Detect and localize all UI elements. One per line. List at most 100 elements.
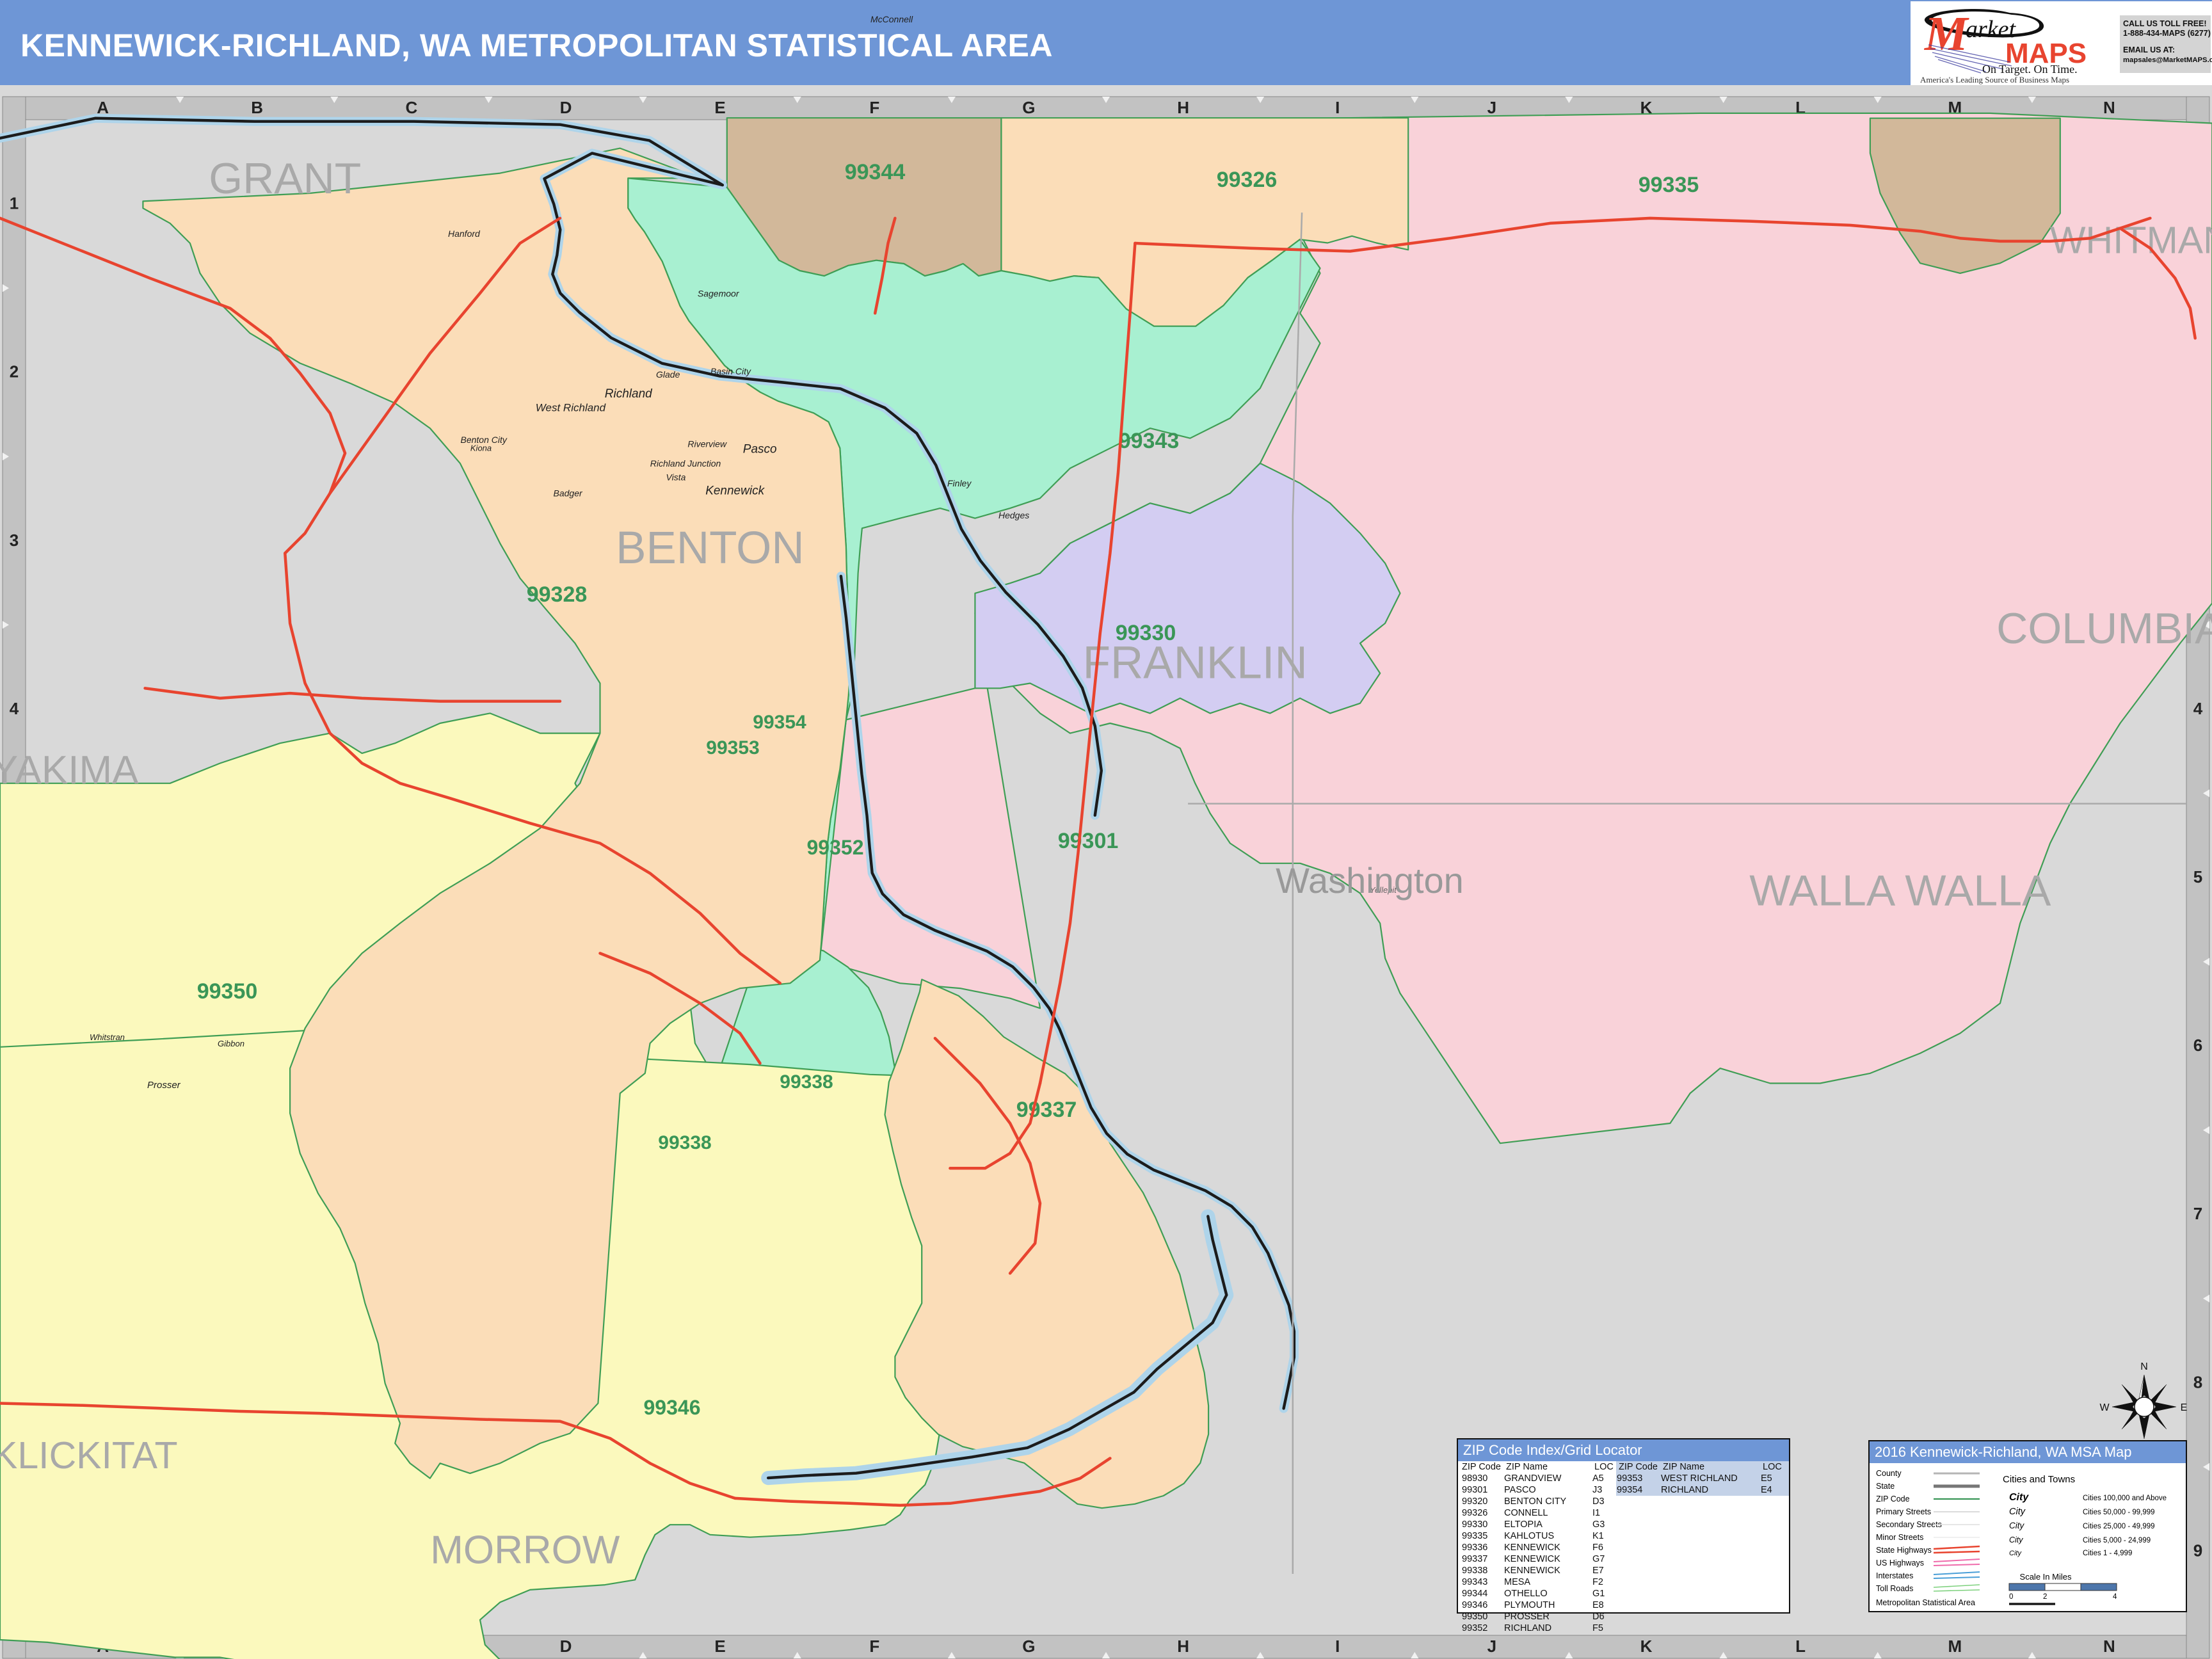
svg-text:B: B	[251, 98, 263, 117]
svg-text:4: 4	[2113, 1593, 2117, 1601]
svg-text:FRANKLIN: FRANKLIN	[1083, 638, 1308, 689]
svg-text:McConnell: McConnell	[870, 14, 913, 24]
svg-text:99337: 99337	[1016, 1098, 1077, 1122]
svg-text:N: N	[2140, 1361, 2148, 1372]
svg-text:City: City	[2009, 1492, 2029, 1503]
svg-text:GRANT: GRANT	[209, 154, 361, 203]
svg-text:N: N	[2103, 98, 2115, 117]
svg-text:Pasco: Pasco	[743, 443, 777, 456]
svg-text:Basin City: Basin City	[710, 366, 751, 376]
svg-text:H: H	[1177, 98, 1189, 117]
svg-text:BENTON: BENTON	[616, 523, 805, 573]
svg-text:Vista: Vista	[666, 472, 686, 483]
svg-text:Hanford: Hanford	[448, 228, 481, 239]
svg-text:G: G	[1022, 98, 1035, 117]
svg-text:Finley: Finley	[947, 478, 972, 488]
svg-text:County: County	[1876, 1469, 1902, 1478]
svg-text:M: M	[1948, 1637, 1962, 1656]
svg-text:99354: 99354	[753, 712, 806, 733]
svg-text:5: 5	[2193, 867, 2202, 886]
svg-text:E: E	[714, 1637, 725, 1656]
svg-text:State Highways: State Highways	[1876, 1546, 1932, 1555]
svg-text:4: 4	[10, 699, 19, 718]
svg-text:99301: 99301	[1058, 829, 1119, 853]
svg-text:99352: 99352	[807, 836, 864, 859]
svg-text:J: J	[1487, 1637, 1496, 1656]
svg-text:99335: 99335	[1639, 173, 1699, 197]
svg-text:Scale In Miles: Scale In Miles	[2020, 1572, 2072, 1582]
svg-text:2: 2	[10, 362, 19, 381]
svg-text:0: 0	[2009, 1593, 2013, 1601]
svg-text:State: State	[1876, 1482, 1895, 1491]
svg-text:3: 3	[10, 531, 19, 550]
svg-text:Interstates: Interstates	[1876, 1571, 1913, 1580]
svg-text:Richland Junction: Richland Junction	[650, 458, 721, 469]
svg-text:W: W	[2099, 1402, 2110, 1413]
svg-text:Cities 1 - 4,999: Cities 1 - 4,999	[2083, 1550, 2132, 1557]
svg-text:2: 2	[2043, 1593, 2047, 1601]
svg-text:Primary Streets: Primary Streets	[1876, 1507, 1931, 1516]
svg-text:9: 9	[2193, 1541, 2202, 1560]
svg-text:99344: 99344	[845, 160, 906, 184]
svg-text:99343: 99343	[1119, 429, 1180, 453]
svg-text:D: D	[560, 1637, 572, 1656]
svg-text:D: D	[560, 98, 572, 117]
svg-text:99338: 99338	[658, 1132, 711, 1153]
svg-text:I: I	[1335, 1637, 1340, 1656]
svg-text:Cities 100,000 and Above: Cities 100,000 and Above	[2083, 1495, 2167, 1502]
svg-text:City: City	[2009, 1521, 2024, 1530]
svg-text:H: H	[1177, 1637, 1189, 1656]
svg-text:YAKIMA: YAKIMA	[0, 748, 139, 792]
svg-text:E: E	[714, 98, 725, 117]
svg-text:Cities and Towns: Cities and Towns	[2003, 1474, 2075, 1485]
svg-text:Toll Roads: Toll Roads	[1876, 1584, 1913, 1593]
svg-text:Washington: Washington	[1276, 860, 1464, 901]
svg-text:L: L	[1795, 1637, 1806, 1656]
svg-text:1: 1	[10, 194, 19, 213]
svg-text:F: F	[869, 98, 879, 117]
svg-text:99338: 99338	[780, 1071, 833, 1093]
svg-text:Kennewick: Kennewick	[705, 484, 765, 497]
svg-text:Secondary Streets: Secondary Streets	[1876, 1520, 1942, 1529]
svg-text:N: N	[2103, 1637, 2115, 1656]
svg-text:Gibbon: Gibbon	[218, 1039, 244, 1048]
svg-text:99328: 99328	[527, 582, 588, 607]
svg-text:Cities 5,000 - 24,999: Cities 5,000 - 24,999	[2083, 1537, 2151, 1544]
svg-text:Cities 25,000 - 49,999: Cities 25,000 - 49,999	[2083, 1523, 2155, 1530]
svg-text:Badger: Badger	[554, 488, 583, 498]
svg-text:G: G	[1022, 1637, 1035, 1656]
svg-text:J: J	[1487, 98, 1496, 117]
svg-text:Whitstran: Whitstran	[90, 1032, 125, 1042]
svg-text:K: K	[1640, 1637, 1653, 1656]
svg-text:Richland: Richland	[605, 387, 653, 401]
svg-text:99326: 99326	[1217, 168, 1278, 192]
svg-text:KLICKITAT: KLICKITAT	[0, 1434, 178, 1477]
svg-text:99353: 99353	[706, 737, 759, 758]
svg-text:C: C	[406, 98, 418, 117]
svg-text:ZIP Code: ZIP Code	[1876, 1495, 1910, 1503]
svg-text:F: F	[869, 1637, 879, 1656]
svg-text:West Richland: West Richland	[536, 402, 606, 414]
svg-text:Sagemoor: Sagemoor	[698, 289, 740, 299]
svg-text:99346: 99346	[644, 1396, 701, 1419]
svg-text:4: 4	[2193, 699, 2203, 718]
svg-text:I: I	[1335, 98, 1340, 117]
svg-text:6: 6	[2193, 1036, 2202, 1055]
svg-text:Minor Streets: Minor Streets	[1876, 1533, 1923, 1542]
svg-text:City: City	[2009, 1535, 2023, 1544]
svg-text:Prosser: Prosser	[147, 1080, 181, 1091]
svg-text:99350: 99350	[197, 979, 258, 1004]
svg-text:Riverview: Riverview	[687, 438, 727, 449]
svg-text:City: City	[2009, 1550, 2022, 1557]
svg-text:Metropolitan Statistical Area: Metropolitan Statistical Area	[1876, 1598, 1975, 1607]
svg-text:E: E	[2181, 1402, 2188, 1413]
svg-text:WALLA WALLA: WALLA WALLA	[1749, 866, 2051, 915]
svg-text:8: 8	[2193, 1372, 2202, 1391]
svg-text:US Highways: US Highways	[1876, 1559, 1924, 1567]
svg-text:Glade: Glade	[656, 369, 680, 380]
svg-text:Kiona: Kiona	[470, 443, 492, 453]
svg-text:MORROW: MORROW	[430, 1528, 620, 1573]
svg-text:99330: 99330	[1116, 621, 1176, 645]
svg-text:7: 7	[2193, 1204, 2202, 1223]
svg-text:Cities 50,000 - 99,999: Cities 50,000 - 99,999	[2083, 1509, 2155, 1516]
